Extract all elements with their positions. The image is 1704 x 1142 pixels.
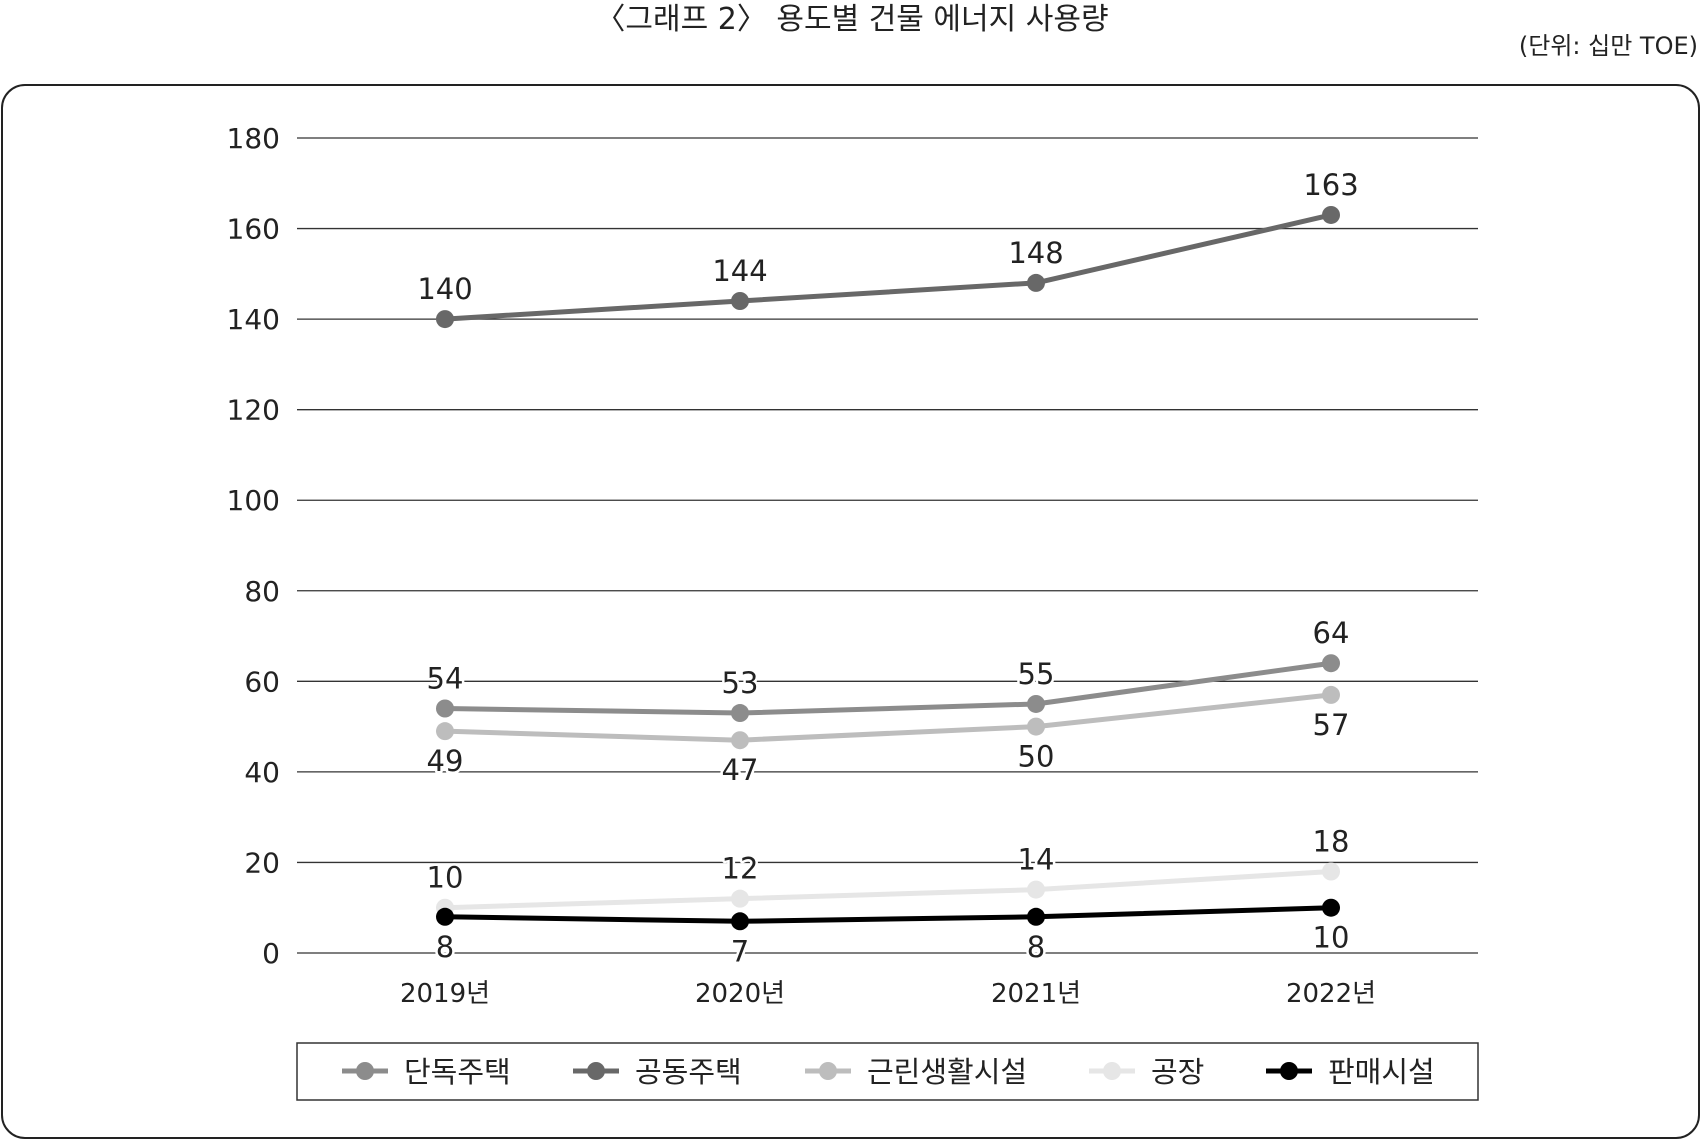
- x-tick-label: 2019년: [400, 979, 490, 1009]
- legend-marker: [1280, 1062, 1298, 1080]
- data-point: [1027, 880, 1045, 899]
- data-label: 64: [1313, 616, 1350, 650]
- data-label: 10: [427, 861, 464, 895]
- data-label: 8: [1027, 930, 1045, 964]
- data-label: 10: [1313, 921, 1350, 955]
- data-label: 140: [417, 272, 472, 306]
- data-point: [436, 907, 454, 926]
- x-tick-label: 2021년: [991, 979, 1081, 1009]
- legend-marker: [356, 1062, 374, 1080]
- data-point: [1322, 205, 1340, 224]
- y-tick-label: 60: [244, 665, 280, 698]
- data-point: [1027, 907, 1045, 926]
- data-label: 53: [722, 666, 759, 700]
- series-line: [444, 905, 1332, 924]
- data-label: 54: [427, 662, 464, 696]
- data-point: [436, 699, 454, 718]
- x-tick-label: 2020년: [695, 979, 785, 1009]
- y-tick-label: 180: [227, 122, 280, 155]
- data-label: 50: [1018, 740, 1055, 774]
- legend-label: 단독주택: [404, 1055, 511, 1089]
- data-point: [1027, 717, 1045, 736]
- series-line: [444, 212, 1332, 322]
- x-tick-label: 2022년: [1286, 979, 1376, 1009]
- series-line: [444, 869, 1332, 911]
- y-tick-label: 100: [227, 484, 280, 517]
- data-point: [1322, 862, 1340, 881]
- data-label: 57: [1313, 708, 1350, 742]
- data-point: [731, 292, 749, 310]
- data-point: [731, 731, 749, 750]
- data-label: 7: [731, 934, 749, 968]
- legend-label: 공장: [1151, 1055, 1204, 1089]
- chart-title: 〈그래프 2〉 용도별 건물 에너지 사용량: [595, 2, 1109, 37]
- data-label: 18: [1313, 825, 1350, 859]
- legend-marker: [819, 1062, 837, 1080]
- chart-frame: [1, 84, 1700, 1139]
- data-point: [1322, 654, 1340, 673]
- legend-label: 판매시설: [1328, 1055, 1435, 1089]
- data-point: [436, 310, 454, 329]
- data-label: 12: [722, 852, 759, 886]
- unit-label: (단위: 십만 TOE): [1518, 32, 1698, 60]
- data-label: 14: [1018, 843, 1055, 877]
- legend-marker: [1103, 1062, 1121, 1080]
- data-point: [731, 912, 749, 931]
- y-tick-label: 140: [227, 303, 280, 336]
- series-line: [444, 692, 1332, 743]
- data-label: 8: [436, 930, 454, 964]
- data-label: 163: [1303, 168, 1358, 202]
- data-label: 49: [427, 744, 464, 778]
- data-label: 55: [1018, 657, 1055, 691]
- data-point: [1322, 685, 1340, 704]
- series-line: [444, 660, 1332, 716]
- data-point: [731, 704, 749, 723]
- y-tick-label: 40: [244, 756, 280, 789]
- y-tick-label: 20: [244, 846, 280, 879]
- data-point: [1322, 898, 1340, 917]
- data-label: 144: [712, 254, 767, 288]
- y-tick-label: 80: [244, 575, 280, 608]
- y-tick-label: 0: [262, 937, 280, 970]
- data-point: [731, 889, 749, 908]
- legend-label: 공동주택: [635, 1055, 742, 1089]
- data-point: [1027, 273, 1045, 292]
- data-point: [436, 722, 454, 741]
- legend-label: 근린생활시설: [867, 1055, 1027, 1089]
- data-point: [1027, 694, 1045, 713]
- y-tick-label: 160: [227, 213, 280, 246]
- data-label: 47: [722, 753, 759, 787]
- data-label: 148: [1008, 236, 1063, 270]
- y-tick-label: 120: [227, 394, 280, 427]
- legend-marker: [587, 1062, 605, 1080]
